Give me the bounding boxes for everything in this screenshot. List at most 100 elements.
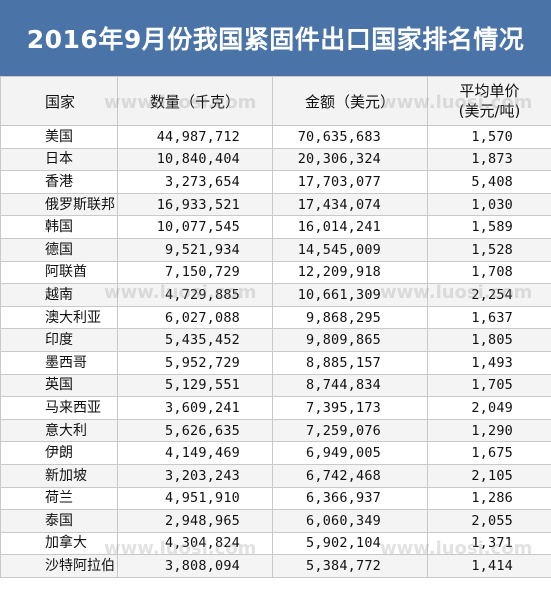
header-unit-price-line1: 平均单价 (459, 82, 520, 100)
cell-unit-price: 1,873 (427, 147, 551, 172)
cell-quantity: 10,840,404 (117, 147, 273, 172)
table-row: 新加坡 3,203,243 6,742,468 2,105 (0, 463, 551, 488)
cell-country: 马来西亚 (0, 396, 118, 420)
cell-country: 美国 (0, 125, 118, 149)
table-header-row: 国家 数量（千克） 金额（美元） 平均单价 (美元/吨) (0, 76, 551, 126)
cell-amount: 6,366,937 (272, 486, 428, 511)
table-row: 沙特阿拉伯 3,808,094 5,384,772 1,414 (0, 554, 551, 578)
table-row: 俄罗斯联邦 16,933,521 17,434,074 1,030 (0, 192, 551, 217)
cell-amount: 14,545,009 (272, 237, 428, 262)
cell-unit-price: 1,675 (427, 441, 551, 465)
cell-country: 墨西哥 (0, 350, 118, 375)
cell-quantity: 4,149,469 (117, 441, 273, 465)
table-row: 德国 9,521,934 14,545,009 1,528 (0, 237, 551, 262)
cell-country: 德国 (0, 237, 118, 262)
cell-amount: 5,384,772 (272, 554, 428, 578)
cell-quantity: 4,304,824 (117, 531, 273, 556)
cell-unit-price: 1,371 (427, 531, 551, 556)
table-row: 印度 5,435,452 9,809,865 1,805 (0, 328, 551, 352)
cell-unit-price: 1,493 (427, 350, 551, 375)
cell-quantity: 3,609,241 (117, 396, 273, 420)
cell-amount: 8,885,157 (272, 350, 428, 375)
cell-amount: 6,742,468 (272, 463, 428, 488)
table-row: 荷兰 4,951,910 6,366,937 1,286 (0, 486, 551, 511)
cell-unit-price: 2,055 (427, 509, 551, 533)
cell-quantity: 16,933,521 (117, 192, 273, 217)
table-row: 伊朗 4,149,469 6,949,005 1,675 (0, 441, 551, 465)
header-country: 国家 (0, 76, 118, 126)
cell-unit-price: 1,030 (427, 192, 551, 217)
cell-amount: 12,209,918 (272, 260, 428, 285)
cell-country: 伊朗 (0, 441, 118, 465)
cell-unit-price: 1,414 (427, 554, 551, 578)
table-row: 澳大利亚 6,027,088 9,868,295 1,637 (0, 305, 551, 330)
cell-unit-price: 1,290 (427, 418, 551, 443)
table-row: 美国 44,987,712 70,635,683 1,570 (0, 125, 551, 149)
cell-unit-price: 2,049 (427, 396, 551, 420)
cell-country: 越南 (0, 283, 118, 307)
cell-quantity: 6,027,088 (117, 305, 273, 330)
table-row: 加拿大 4,304,824 5,902,104 1,371 (0, 531, 551, 556)
cell-country: 香港 (0, 170, 118, 194)
cell-unit-price: 1,708 (427, 260, 551, 285)
cell-unit-price: 1,589 (427, 215, 551, 239)
cell-unit-price: 1,286 (427, 486, 551, 511)
cell-amount: 20,306,324 (272, 147, 428, 172)
cell-amount: 16,014,241 (272, 215, 428, 239)
cell-unit-price: 1,705 (427, 373, 551, 398)
table-row: 意大利 5,626,635 7,259,076 1,290 (0, 418, 551, 443)
table-row: 韩国 10,077,545 16,014,241 1,589 (0, 215, 551, 239)
cell-unit-price: 1,805 (427, 328, 551, 352)
table-row: 越南 4,729,885 10,661,309 2,254 (0, 283, 551, 307)
cell-amount: 5,902,104 (272, 531, 428, 556)
cell-country: 日本 (0, 147, 118, 172)
export-ranking-table: 国家 数量（千克） 金额（美元） 平均单价 (美元/吨) 美国 44,987,71… (0, 76, 551, 578)
table-row: 英国 5,129,551 8,744,834 1,705 (0, 373, 551, 398)
table-body: 美国 44,987,712 70,635,683 1,570 日本 10,840,404 2… (0, 125, 551, 578)
cell-quantity: 2,948,965 (117, 509, 273, 533)
table-row: 泰国 2,948,965 6,060,349 2,055 (0, 509, 551, 533)
cell-country: 俄罗斯联邦 (0, 192, 118, 217)
table-row: 日本 10,840,404 20,306,324 1,873 (0, 147, 551, 172)
cell-amount: 7,259,076 (272, 418, 428, 443)
cell-country: 阿联酋 (0, 260, 118, 285)
cell-amount: 10,661,309 (272, 283, 428, 307)
cell-country: 沙特阿拉伯 (0, 554, 118, 578)
cell-country: 泰国 (0, 509, 118, 533)
cell-unit-price: 1,570 (427, 125, 551, 149)
cell-quantity: 3,273,654 (117, 170, 273, 194)
cell-unit-price: 2,105 (427, 463, 551, 488)
cell-quantity: 4,729,885 (117, 283, 273, 307)
cell-quantity: 10,077,545 (117, 215, 273, 239)
cell-unit-price: 1,528 (427, 237, 551, 262)
cell-unit-price: 5,408 (427, 170, 551, 194)
cell-quantity: 5,435,452 (117, 328, 273, 352)
cell-country: 韩国 (0, 215, 118, 239)
cell-amount: 17,703,077 (272, 170, 428, 194)
cell-amount: 6,060,349 (272, 509, 428, 533)
cell-country: 加拿大 (0, 531, 118, 556)
cell-quantity: 44,987,712 (117, 125, 273, 149)
cell-quantity: 7,150,729 (117, 260, 273, 285)
table-row: 香港 3,273,654 17,703,077 5,408 (0, 170, 551, 194)
cell-quantity: 3,808,094 (117, 554, 273, 578)
cell-country: 印度 (0, 328, 118, 352)
cell-amount: 9,868,295 (272, 305, 428, 330)
cell-country: 意大利 (0, 418, 118, 443)
cell-amount: 70,635,683 (272, 125, 428, 149)
cell-quantity: 5,626,635 (117, 418, 273, 443)
table-row: 马来西亚 3,609,241 7,395,173 2,049 (0, 396, 551, 420)
header-unit-price-line2: (美元/吨) (458, 102, 521, 120)
cell-quantity: 9,521,934 (117, 237, 273, 262)
title-bar: 2016年9月份我国紧固件出口国家排名情况 (0, 0, 551, 76)
page-title: 2016年9月份我国紧固件出口国家排名情况 (26, 25, 525, 54)
cell-quantity: 5,129,551 (117, 373, 273, 398)
cell-country: 澳大利亚 (0, 305, 118, 330)
header-amount: 金额（美元） (272, 76, 428, 126)
cell-country: 荷兰 (0, 486, 118, 511)
cell-amount: 7,395,173 (272, 396, 428, 420)
table-row: 阿联酋 7,150,729 12,209,918 1,708 (0, 260, 551, 285)
header-unit-price: 平均单价 (美元/吨) (427, 76, 551, 126)
cell-quantity: 4,951,910 (117, 486, 273, 511)
